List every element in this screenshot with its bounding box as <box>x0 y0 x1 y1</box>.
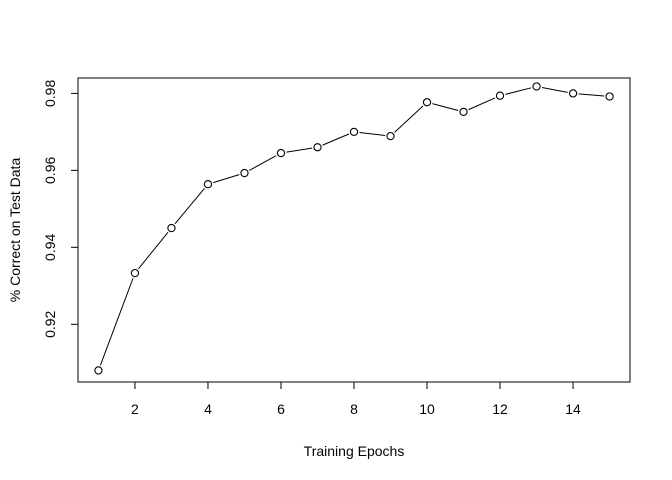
y-tick-label: 0.94 <box>42 233 58 260</box>
data-point <box>532 82 541 91</box>
x-axis-label: Training Epochs <box>304 443 405 459</box>
series-segment <box>249 155 277 171</box>
data-point <box>203 180 213 189</box>
y-tick-label: 0.92 <box>42 310 58 337</box>
y-axis: 0.92 0.94 0.96 0.98 <box>42 80 79 338</box>
data-point <box>422 98 432 107</box>
x-tick-label: 8 <box>350 401 358 417</box>
series-segment <box>138 232 169 270</box>
data-point <box>568 89 578 98</box>
series-segment <box>432 103 459 111</box>
series-segment <box>322 133 350 146</box>
data-point <box>130 268 140 278</box>
x-tick-label: 4 <box>204 401 212 417</box>
series-segment <box>578 93 605 97</box>
data-point <box>495 91 505 100</box>
series-segment <box>505 87 532 95</box>
series-segment <box>541 86 568 93</box>
data-point <box>605 92 614 101</box>
y-axis-label: % Correct on Test Data <box>7 158 23 303</box>
series-segment <box>174 188 205 225</box>
series-segment <box>99 278 134 366</box>
series-segment <box>359 132 386 136</box>
data-point <box>240 168 249 178</box>
data-point <box>349 127 359 137</box>
data-point <box>386 131 395 141</box>
x-tick-label: 14 <box>565 401 581 417</box>
data-point <box>167 223 176 233</box>
x-axis: 2 4 6 8 10 12 14 <box>131 381 581 417</box>
plot-frame <box>77 77 631 383</box>
data-point <box>94 366 103 375</box>
data-point <box>459 107 468 117</box>
x-tick-label: 12 <box>492 401 508 417</box>
data-point <box>313 143 322 152</box>
x-tick-label: 10 <box>419 401 435 417</box>
series-segment <box>394 105 424 133</box>
series-segment <box>468 97 496 111</box>
y-tick-label: 0.98 <box>42 80 58 107</box>
x-tick-label: 6 <box>277 401 285 417</box>
y-tick-label: 0.96 <box>42 157 58 184</box>
x-tick-label: 2 <box>131 401 139 417</box>
data-point <box>276 148 286 158</box>
series-segment <box>286 147 313 153</box>
series-segment <box>213 174 240 184</box>
series-line <box>94 82 614 375</box>
